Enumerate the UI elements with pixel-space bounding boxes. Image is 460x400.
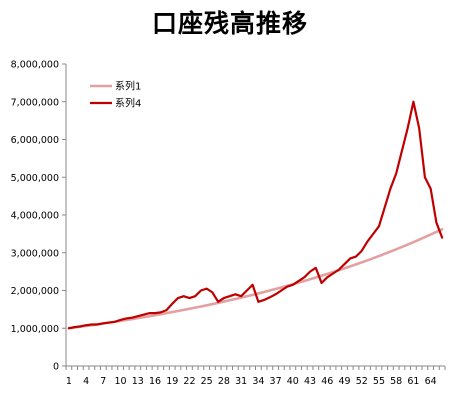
y-tick-label: 2,000,000: [11, 286, 59, 297]
x-tick-label: 31: [235, 376, 247, 387]
y-tick-label: 4,000,000: [11, 211, 59, 222]
x-tick-label: 7: [100, 376, 106, 387]
x-tick-label: 61: [407, 376, 419, 387]
x-tick-label: 22: [183, 376, 195, 387]
x-tick-label: 10: [115, 376, 127, 387]
x-tick-label: 40: [287, 376, 299, 387]
x-tick-label: 4: [83, 376, 89, 387]
x-tick-label: 49: [338, 376, 350, 387]
x-tick-label: 19: [166, 376, 178, 387]
legend-label: 系列4: [115, 97, 141, 110]
y-tick-label: 1,000,000: [11, 324, 59, 335]
x-tick-label: 13: [132, 376, 144, 387]
y-tick-label: 7,000,000: [11, 97, 59, 108]
series-line-2: [67, 100, 444, 330]
y-tick-label: 0: [53, 362, 59, 373]
x-tick-label: 43: [304, 376, 316, 387]
x-tick-label: 34: [252, 376, 264, 387]
chart-title: 口座残高推移: [151, 9, 308, 38]
y-tick-label: 3,000,000: [11, 248, 59, 259]
x-tick-label: 16: [149, 376, 161, 387]
x-tick-label: 46: [321, 376, 333, 387]
x-tick-label: 25: [201, 376, 213, 387]
y-tick-label: 6,000,000: [11, 135, 59, 146]
x-tick-label: 1: [66, 376, 72, 387]
series-line-1: [67, 227, 444, 330]
x-tick-label: 28: [218, 376, 230, 387]
x-tick-label: 64: [425, 376, 437, 387]
legend-label: 系列1: [115, 80, 141, 93]
x-tick-label: 37: [270, 376, 282, 387]
x-tick-label: 55: [373, 376, 385, 387]
y-tick-label: 5,000,000: [11, 173, 59, 184]
x-tick-label: 58: [390, 376, 402, 387]
y-tick-label: 8,000,000: [11, 60, 59, 71]
x-tick-label: 52: [356, 376, 368, 387]
